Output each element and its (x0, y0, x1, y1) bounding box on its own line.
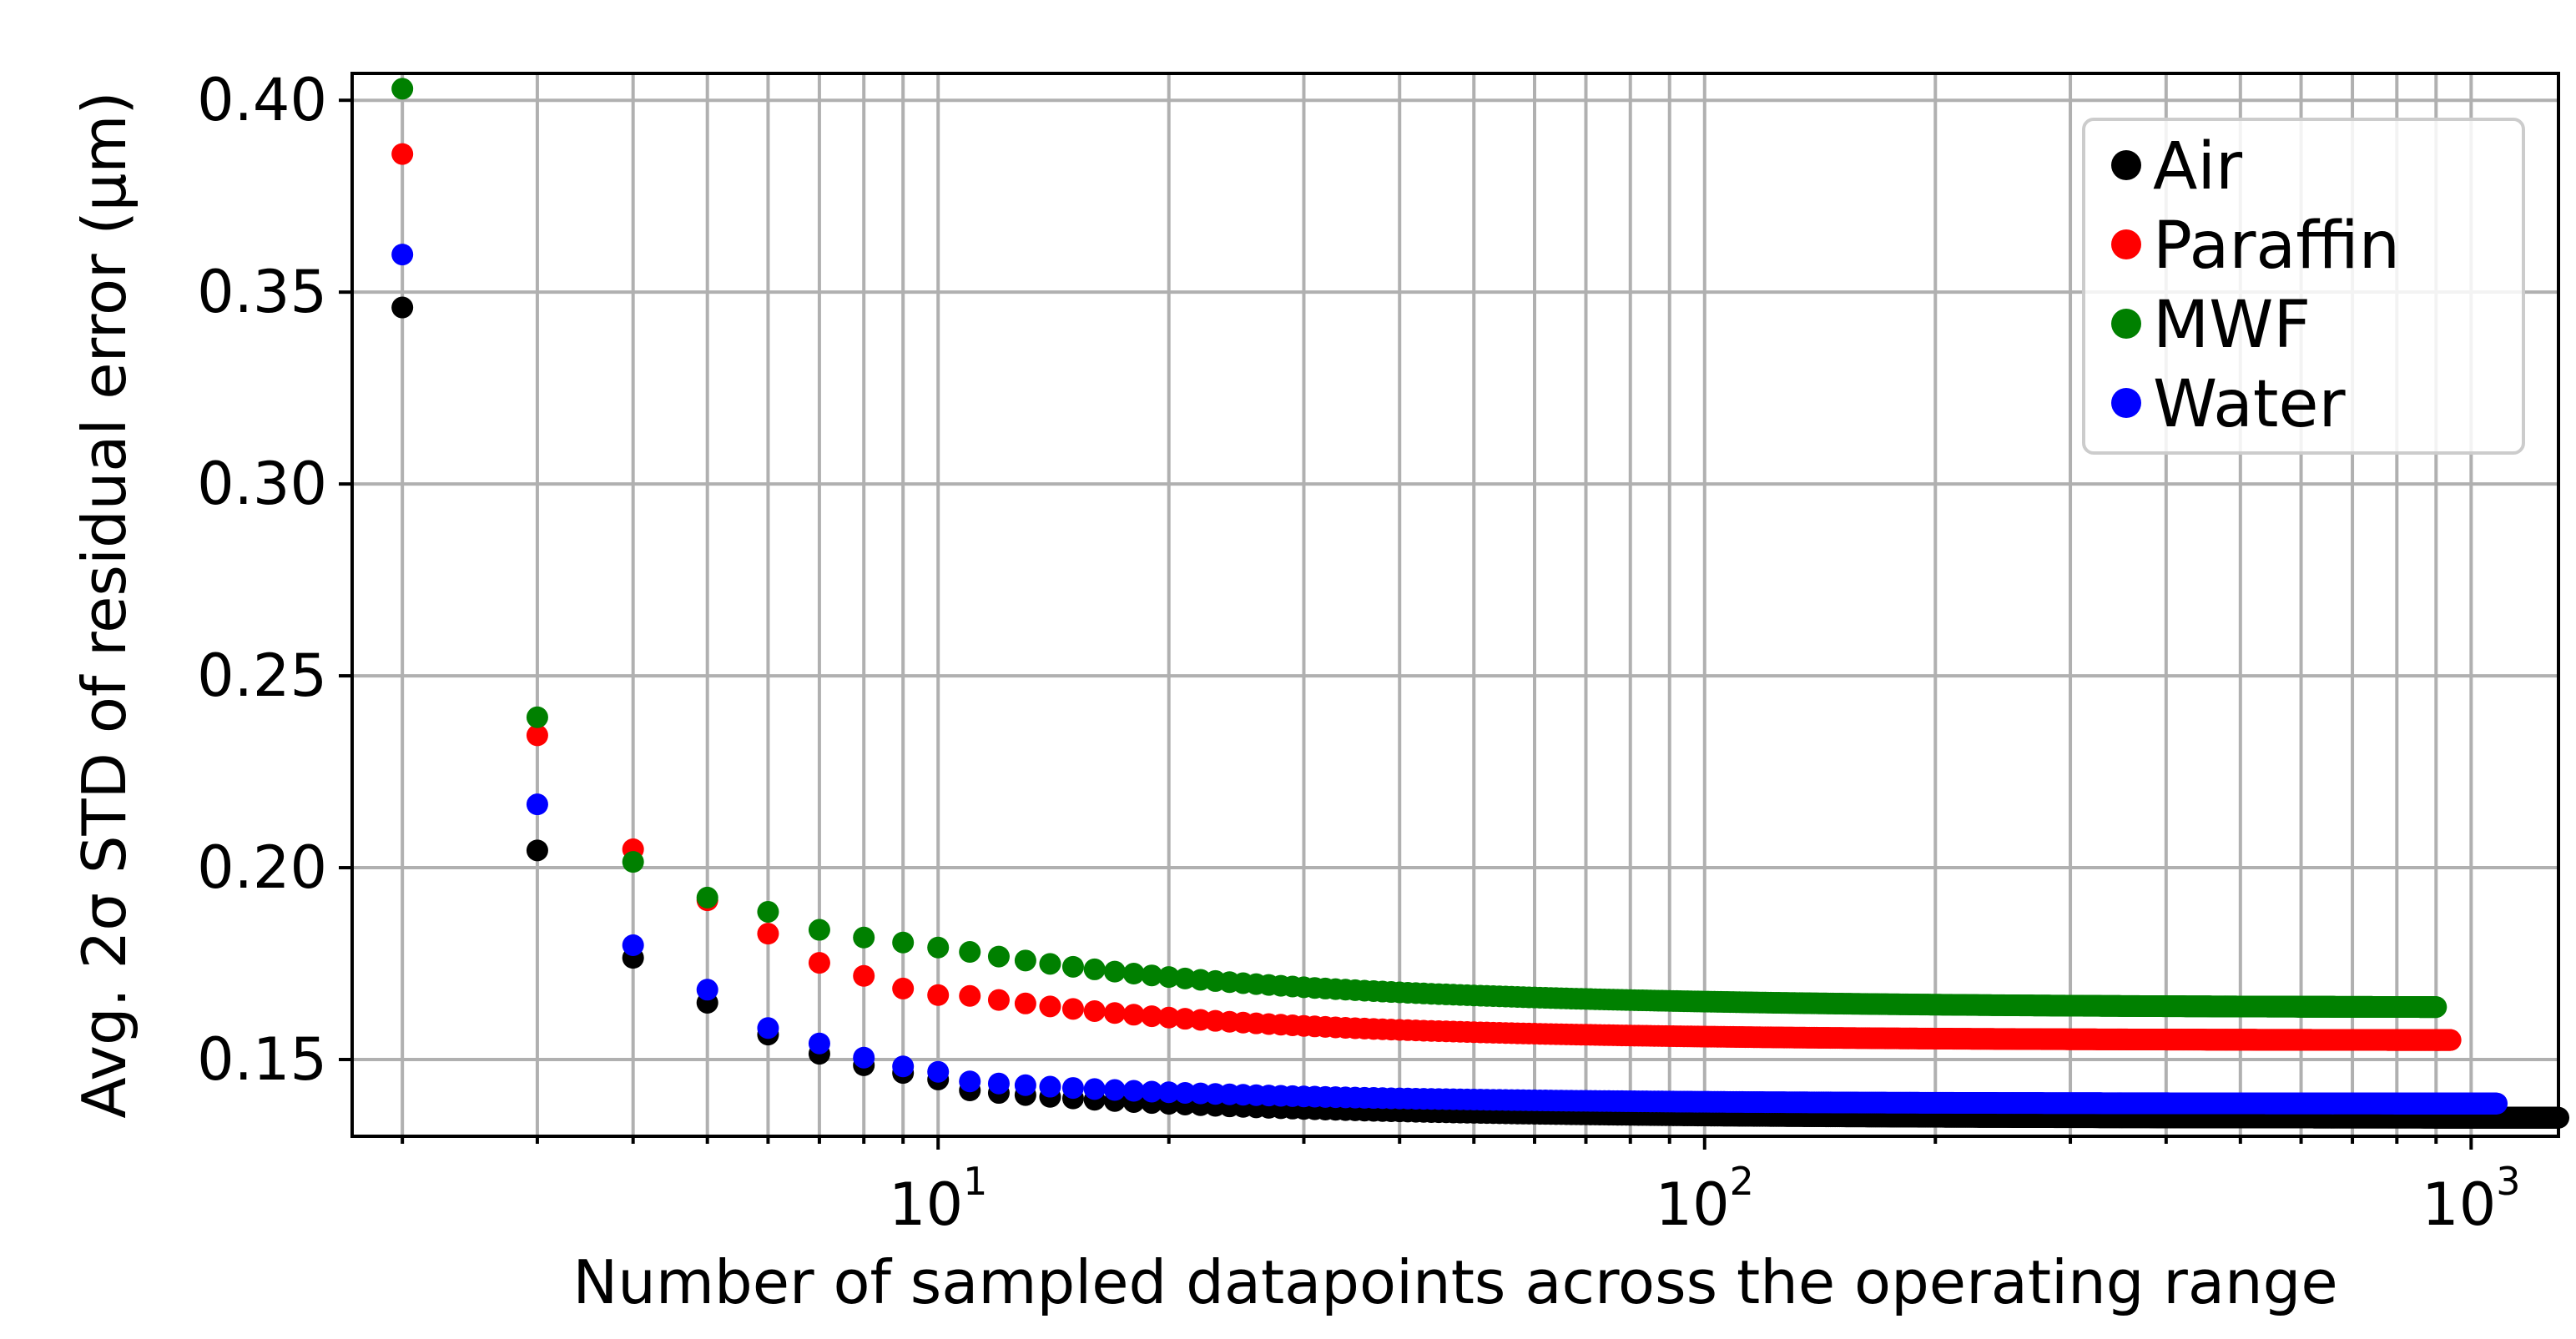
data-point (1174, 1008, 1197, 1030)
data-point (1014, 949, 1036, 972)
x-tick-label: 101 (889, 1159, 987, 1239)
legend-marker-paraffin (2111, 229, 2141, 259)
data-point (1157, 1081, 1180, 1104)
data-point (757, 900, 779, 923)
legend-box (2082, 118, 2525, 455)
plot-frame (350, 72, 2560, 1138)
data-point (1122, 1080, 1145, 1102)
legend-label-water: Water (2153, 367, 2347, 442)
data-point (853, 926, 875, 949)
data-point (391, 244, 414, 266)
data-point (1039, 1075, 1061, 1098)
data-point (808, 952, 830, 974)
data-point (853, 964, 875, 987)
data-point (526, 793, 548, 816)
y-axis-label: Avg. 2σ STD of residual error (μm) (69, 91, 139, 1118)
data-point (1061, 1077, 1084, 1100)
data-point (892, 977, 915, 999)
data-point (1174, 1081, 1197, 1104)
data-point (1103, 960, 1126, 983)
legend-marker-air (2111, 150, 2141, 180)
y-tick-label: 0.15 (197, 1025, 327, 1094)
data-point (1039, 953, 1061, 975)
data-point (808, 919, 830, 941)
data-point (526, 724, 548, 747)
x-tick-label: 103 (2422, 1159, 2520, 1239)
data-point (391, 296, 414, 319)
data-point (2486, 1092, 2508, 1115)
data-point (1103, 1002, 1126, 1024)
data-point (2425, 996, 2447, 1019)
data-point (892, 931, 915, 954)
data-point (1083, 958, 1106, 980)
data-point (1103, 1079, 1126, 1101)
data-point (927, 936, 950, 959)
data-point (987, 989, 1010, 1011)
legend-marker-mwf (2111, 309, 2141, 339)
data-point (927, 1060, 950, 1083)
data-point (526, 839, 548, 862)
data-point (1122, 963, 1145, 985)
data-point (853, 1046, 875, 1069)
series-paraffin (391, 143, 2462, 1051)
y-tick-label: 0.40 (197, 66, 327, 134)
y-tick-label: 0.20 (197, 833, 327, 902)
data-point (391, 143, 414, 165)
data-point (1141, 1080, 1163, 1103)
data-point (1039, 995, 1061, 1018)
data-point (1174, 967, 1197, 989)
data-point (959, 984, 981, 1007)
data-point (1141, 1005, 1163, 1028)
series-layer (391, 78, 2569, 1129)
data-point (987, 1072, 1010, 1095)
data-point (959, 1070, 981, 1093)
data-point (2439, 1029, 2462, 1051)
data-point (892, 1055, 915, 1078)
data-point (1014, 992, 1036, 1014)
data-point (1014, 1074, 1036, 1096)
series-mwf (391, 78, 2447, 1019)
legend-label-paraffin: Paraffin (2153, 209, 2400, 284)
x-tick-label: 102 (1656, 1159, 1754, 1239)
data-point (696, 979, 718, 1001)
data-point (1083, 1078, 1106, 1100)
y-tick-label: 0.35 (197, 258, 327, 326)
data-point (959, 941, 981, 964)
y-tick-label: 0.25 (197, 642, 327, 710)
series-water (391, 244, 2508, 1115)
legend-label-mwf: MWF (2153, 288, 2311, 363)
legend-marker-water (2111, 388, 2141, 418)
data-point (622, 851, 644, 873)
data-point (987, 945, 1010, 968)
x-axis-label: Number of sampled datapoints across the … (572, 1247, 2337, 1317)
data-point (757, 1017, 779, 1039)
data-point (1157, 1006, 1180, 1029)
y-tick-label: 0.30 (197, 450, 327, 518)
data-point (1083, 999, 1106, 1022)
data-point (391, 78, 414, 100)
data-point (927, 984, 950, 1006)
data-point (696, 886, 718, 909)
data-point (1141, 964, 1163, 987)
data-point (622, 934, 644, 956)
data-point (757, 923, 779, 945)
legend-label-air: Air (2153, 129, 2243, 204)
data-point (1122, 1004, 1145, 1026)
data-point (1061, 955, 1084, 978)
data-point (1061, 998, 1084, 1020)
data-point (1157, 966, 1180, 989)
data-point (808, 1032, 830, 1055)
data-point (526, 706, 548, 728)
ticks: 0.15 0.20 0.25 0.30 0.35 0.40 101 102 103 (197, 66, 2520, 1239)
grid (352, 73, 2558, 1136)
